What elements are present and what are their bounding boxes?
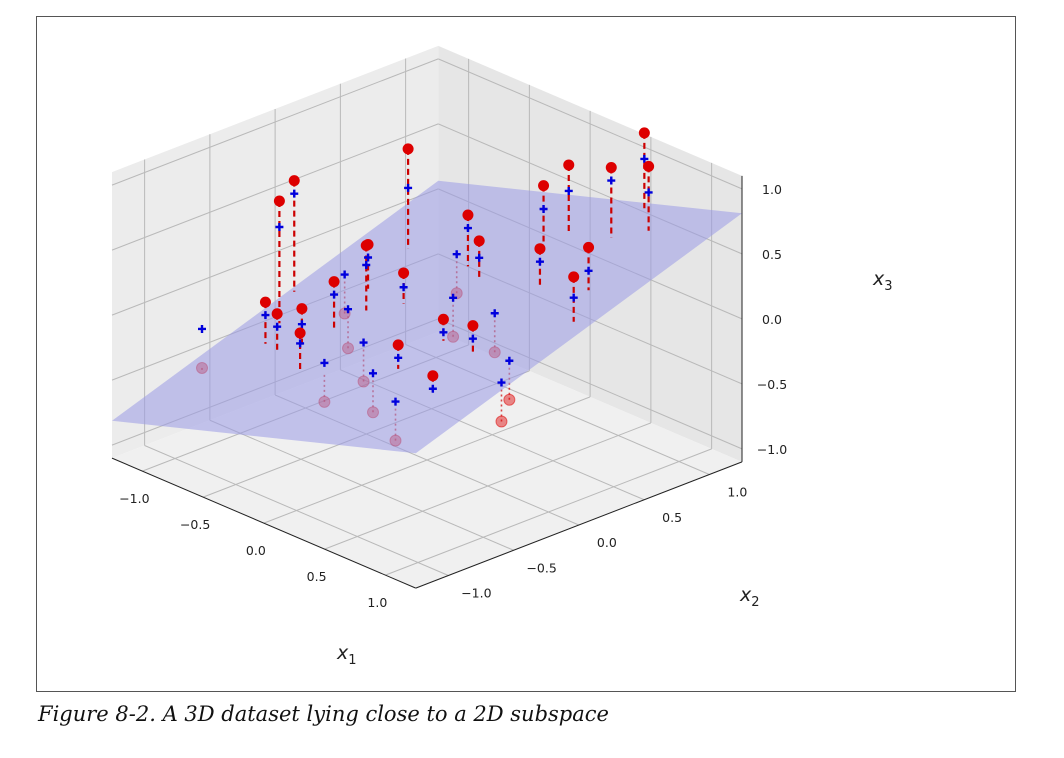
data-point-above [563, 159, 575, 171]
data-point-above [534, 243, 546, 255]
data-point-above [462, 209, 474, 221]
projected-point [569, 293, 578, 302]
projected-point [475, 253, 484, 262]
data-point-above [605, 162, 617, 174]
grid-line [111, 58, 439, 186]
projected-point [273, 322, 282, 331]
tick-labels: −1.0 −0.5 0.0 0.5 1.0 −1.0 −0.5 0.0 0.5 1.0 −1.0 −0… [119, 182, 787, 610]
projected-point [463, 224, 472, 233]
data-point-above [473, 235, 485, 247]
z-tick-label: −1.0 [757, 442, 787, 457]
projected-point [369, 369, 377, 378]
grid-line [438, 58, 743, 190]
projected-point [452, 250, 461, 259]
figure-frame: −1.0 −0.5 0.0 0.5 1.0 −1.0 −0.5 0.0 0.5 1.0 −1.0 −0… [36, 16, 1016, 692]
grid-line [209, 419, 514, 551]
data-point-above [467, 320, 479, 332]
projected-point [359, 338, 368, 347]
axis-labels: x1 x2 x3 [336, 268, 893, 668]
x-tick-label: −1.0 [119, 491, 149, 506]
y-tick-label: 0.5 [662, 510, 682, 525]
grid-line [111, 188, 439, 316]
data-point-above [643, 160, 655, 172]
y-tick-label: 1.0 [727, 485, 747, 500]
3d-scatter-plot: −1.0 −0.5 0.0 0.5 1.0 −1.0 −0.5 0.0 0.5 1.0 −1.0 −0… [111, 45, 893, 668]
projected-point [640, 154, 649, 163]
data-point-above [538, 180, 550, 192]
projected-point [404, 183, 413, 192]
data-point-above [273, 195, 285, 207]
projected-point [320, 358, 329, 367]
projected-point [391, 397, 400, 406]
projected-point [362, 261, 371, 269]
data-point-above [294, 327, 306, 339]
data-point-above [568, 271, 580, 283]
data-point-above [259, 296, 271, 308]
projected-point [290, 189, 299, 198]
y-tick-label: −0.5 [526, 560, 556, 575]
data-point-below [503, 393, 516, 406]
projected-point [394, 353, 403, 362]
grid-line [144, 445, 449, 576]
projected-point [468, 334, 477, 343]
data-point-above [288, 175, 300, 187]
projected-point [497, 378, 506, 387]
projected-point [275, 223, 284, 231]
data-point-above [328, 276, 340, 288]
y-tick-label: 0.0 [597, 535, 617, 550]
data-point-above [427, 370, 439, 382]
projected-point [399, 283, 408, 292]
z-tick-label: 1.0 [762, 182, 782, 197]
projected-point [364, 253, 373, 262]
z-tick-label: −0.5 [757, 377, 787, 392]
data-point-above [638, 127, 650, 139]
data-point-above [583, 241, 595, 253]
projected-point [297, 320, 306, 329]
projected-point [261, 311, 270, 320]
projected-point [428, 384, 437, 393]
figure-caption: Figure 8-2. A 3D dataset lying close to … [38, 702, 609, 726]
projected-point [584, 266, 593, 275]
data-point-above [296, 303, 308, 315]
projected-point [330, 290, 339, 299]
projected-point [340, 270, 349, 279]
data-point-above [271, 308, 283, 320]
z-axis-label: x3 [872, 268, 893, 294]
axis-lines [111, 175, 743, 589]
projected-point [296, 339, 305, 348]
projected-point [344, 305, 353, 314]
data-point-below [495, 415, 508, 428]
projected-point [490, 309, 499, 318]
x-axis-label: x1 [336, 642, 357, 668]
projected-point [644, 188, 653, 197]
z-tick-label: 0.0 [762, 312, 782, 327]
projected-point [198, 324, 206, 333]
projected-point [439, 328, 448, 337]
data-point-above [392, 339, 404, 351]
projected-point [539, 205, 548, 213]
data-point-above [437, 313, 449, 325]
y-axis-line [415, 461, 743, 589]
projected-point [607, 176, 616, 185]
y-axis-label: x2 [739, 584, 760, 610]
y-tick-label: −1.0 [461, 586, 491, 601]
points-above-plane [198, 127, 655, 406]
x-tick-label: 0.5 [307, 569, 327, 584]
grid-line [111, 123, 439, 251]
data-point-above [402, 143, 414, 155]
x-tick-label: 1.0 [367, 595, 387, 610]
x-axis-line [111, 457, 416, 589]
data-point-above [398, 267, 410, 279]
z-tick-label: 0.5 [762, 247, 782, 262]
projected-point [564, 186, 573, 195]
projected-point [449, 293, 458, 302]
data-point-above [362, 239, 374, 250]
x-tick-label: −0.5 [180, 517, 210, 532]
projected-point [535, 257, 544, 266]
projected-point [505, 356, 514, 365]
x-tick-label: 0.0 [246, 543, 266, 558]
